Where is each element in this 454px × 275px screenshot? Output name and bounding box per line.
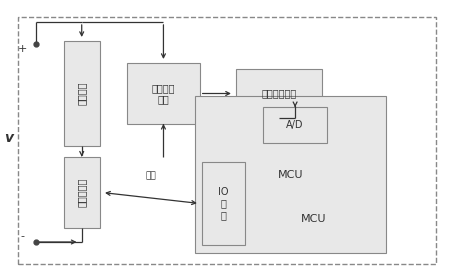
Bar [195,96,386,253]
Text: -: - [21,232,25,241]
Text: +: + [18,45,27,54]
Bar [127,63,200,124]
Text: 采样电阶: 采样电阶 [77,82,87,105]
Bar [202,162,245,245]
Bar [64,41,100,146]
Bar [263,107,327,143]
Text: MCU: MCU [278,170,303,180]
Text: 直流补偿电路: 直流补偿电路 [262,89,297,98]
Text: IO
管
脚: IO 管 脚 [218,187,229,220]
Text: A/D: A/D [286,120,304,130]
Text: 数字电位器: 数字电位器 [77,178,87,207]
Bar [64,157,100,228]
Text: v: v [5,131,14,144]
Bar [236,69,322,118]
Text: MCU: MCU [301,213,326,224]
Text: 控制: 控制 [146,172,156,180]
Text: 电流采样
电路: 电流采样 电路 [152,83,175,104]
